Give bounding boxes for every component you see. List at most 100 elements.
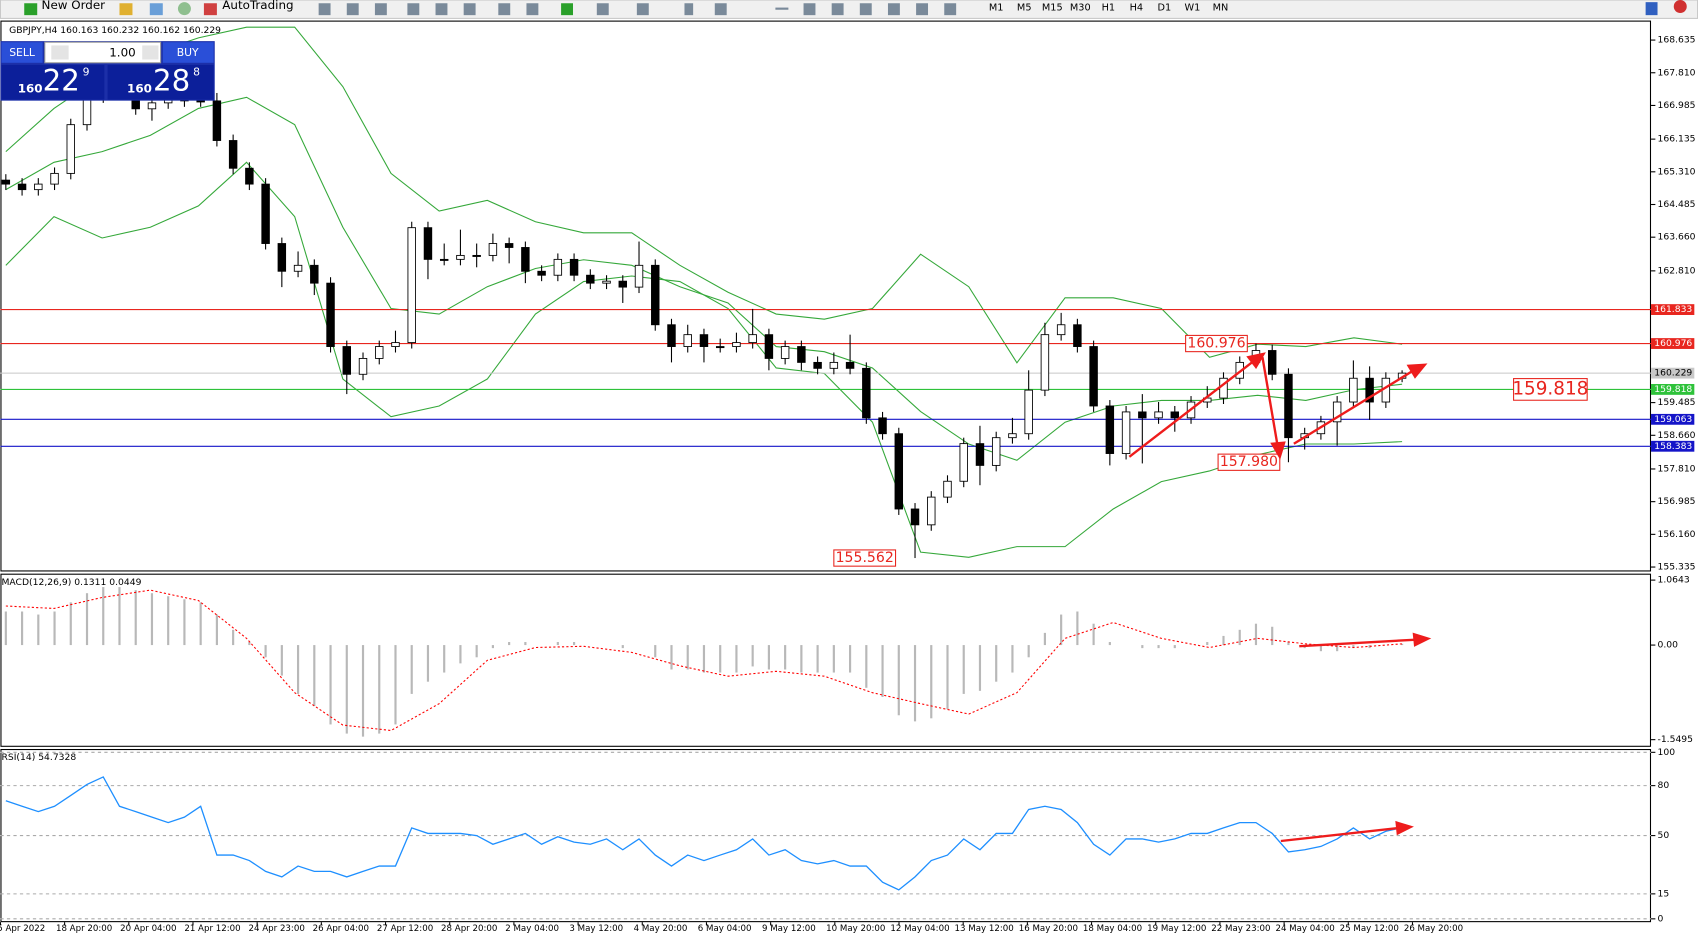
candle-body [959,443,968,482]
macd-bar [199,602,202,646]
buy-button[interactable] [162,42,214,63]
tool-icon[interactable] [803,3,816,16]
tool-icon[interactable] [684,3,694,16]
macd-bar [313,645,316,707]
bid-pips: 22 [43,63,80,97]
candle-body [634,264,644,288]
candle-body [1008,433,1017,439]
sell-button[interactable] [1,42,43,63]
macd-bar [702,645,706,673]
timeframe-button[interactable]: MN [1213,3,1229,14]
tool-icon[interactable] [149,3,163,16]
tool-icon[interactable] [944,3,957,16]
tool-icon[interactable] [561,3,573,16]
price-annotation-box [833,549,897,567]
search-icon[interactable] [1645,2,1658,16]
y-tick-label: 163.660 [1658,232,1696,243]
candle-body [1138,411,1147,419]
candle-body [894,433,904,510]
tool-icon[interactable] [636,3,649,16]
y-tick-label: 15 [1658,888,1670,899]
buy-label[interactable]: BUY [177,46,199,59]
tool-icon[interactable] [374,3,387,16]
autotrading-icon[interactable] [203,3,217,16]
new-order-icon[interactable] [24,3,38,16]
timeframe-button[interactable]: D1 [1158,3,1172,14]
lots-value[interactable]: 1.00 [109,46,135,60]
tool-icon[interactable] [435,3,448,16]
chart-area: 168.635 167.810 166.985 166.135 165.310 164.4… [0,25,1696,933]
macd-bar [1060,614,1063,646]
macd-bar [183,599,186,646]
candle-body [1121,411,1131,454]
tool-icon[interactable] [596,3,609,16]
macd-bar [962,645,965,694]
bid-box[interactable] [1,64,105,100]
x-tick-label: 26 Apr 04:00 [313,924,369,933]
candle-body [602,280,611,284]
timeframe-button[interactable]: H4 [1130,3,1144,14]
timeframe-button[interactable]: M30 [1070,3,1091,14]
timeframe-button[interactable]: M5 [1017,3,1032,14]
timeframe-button[interactable]: M15 [1042,3,1063,14]
macd-bar [816,645,819,673]
tool-icon[interactable] [463,3,476,16]
candle-body [277,243,287,272]
tool-icon[interactable] [714,3,727,16]
arrow-head [1412,632,1432,647]
macd-bar [1092,623,1095,646]
timeframe-button[interactable]: W1 [1185,3,1201,14]
autotrading-button[interactable]: AutoTrading [222,0,293,12]
candle-body [1056,324,1066,336]
tool-icon[interactable] [318,3,331,16]
price-tag-label: 161.833 [1654,304,1692,315]
tool-icon[interactable] [498,3,511,16]
price-annotation: 159.818 [1512,378,1588,399]
macd-bar [1401,643,1404,646]
candle-body [991,437,1001,466]
macd-bar [1043,632,1046,646]
macd-bar [491,645,494,649]
macd-bar [475,645,478,658]
macd-bar [508,642,511,646]
tool-icon[interactable] [775,7,789,10]
tool-icon[interactable] [407,3,420,16]
tool-icon[interactable] [177,2,191,16]
ask-box[interactable] [107,64,214,100]
macd-bar [1141,645,1144,649]
tool-icon[interactable] [831,3,844,16]
macd-bar [1173,645,1176,649]
price-annotation: 155.562 [836,550,894,566]
lots-down[interactable] [51,45,69,60]
sell-label[interactable]: SELL [9,46,35,59]
candle-body [878,417,887,435]
tool-icon[interactable] [119,3,133,16]
candle-body [358,357,368,375]
y-tick-label: 167.810 [1658,67,1696,78]
candle-body [1154,411,1163,419]
tool-icon[interactable] [887,3,900,16]
lots-up[interactable] [142,45,159,60]
tool-icon[interactable] [346,3,359,16]
candle-body [910,508,920,526]
timeframe-button[interactable]: H1 [1102,3,1116,14]
arrow [1280,826,1399,843]
x-tick-label: 2 May 04:00 [505,924,559,933]
arrow [1299,638,1417,648]
timeframe-button[interactable]: M1 [989,3,1004,14]
macd-bar [1108,642,1111,646]
macd-bar [53,611,56,646]
tool-icon[interactable] [526,3,539,16]
lots-input[interactable] [44,41,162,64]
y-tick-label: 50 [1658,830,1670,841]
tool-icon[interactable] [916,3,929,16]
tool-icon[interactable] [859,3,872,16]
notification-icon[interactable] [1673,0,1687,13]
price-tag-label: 160.229 [1654,368,1692,379]
macd-bar [394,645,397,725]
new-order-button[interactable]: New Order [42,0,106,12]
y-tick-label: 157.810 [1658,463,1696,474]
macd-panel-frame [0,573,1652,747]
